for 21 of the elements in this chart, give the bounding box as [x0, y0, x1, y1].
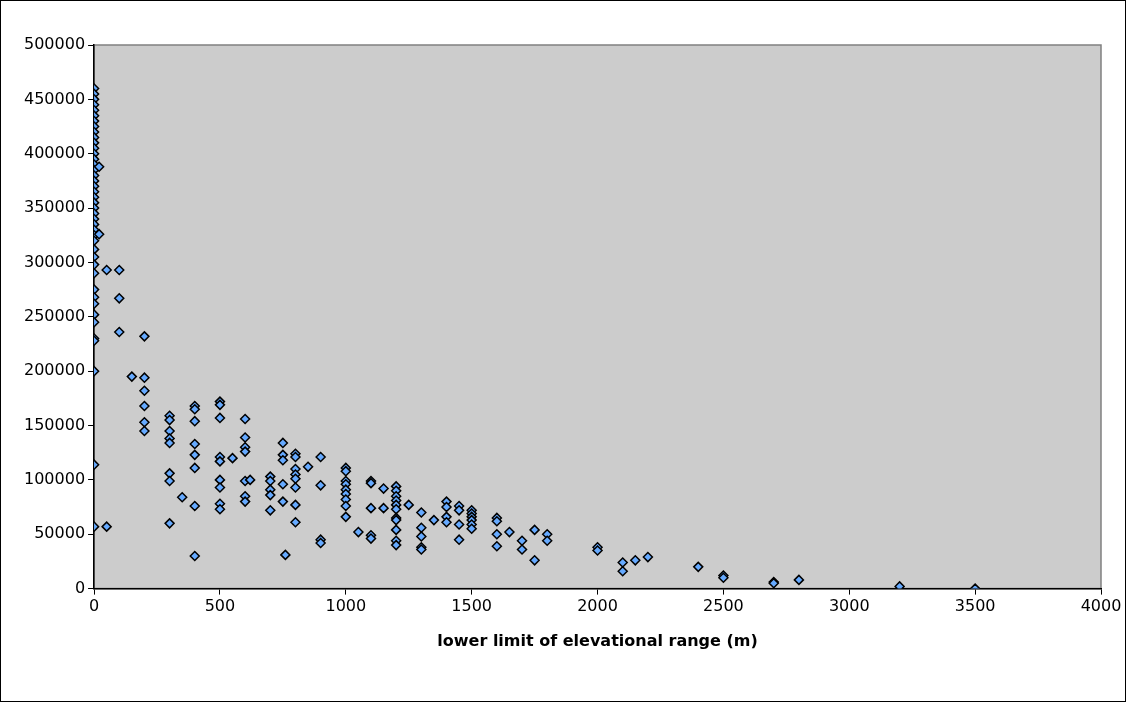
- y-tick-label: 200000: [24, 360, 86, 380]
- x-axis-title: lower limit of elevational range (m): [437, 630, 758, 650]
- x-tick-label: 1500: [451, 596, 493, 616]
- y-tick-label: 450000: [24, 88, 86, 108]
- y-tick-label: 400000: [24, 142, 86, 162]
- x-tick-label: 2000: [577, 596, 618, 616]
- x-tick-label: 500: [204, 596, 236, 616]
- y-tick-label: 500000: [24, 34, 86, 54]
- y-tick-label: 250000: [24, 305, 86, 325]
- y-tick-label: 0: [74, 577, 86, 597]
- y-tick-label: 350000: [24, 197, 86, 217]
- y-tick-label: 100000: [24, 469, 86, 489]
- y-tick-label: 150000: [24, 414, 86, 434]
- x-tick-label: 3000: [828, 596, 870, 616]
- y-tick-label: 300000: [24, 251, 86, 271]
- x-tick-label: 2500: [703, 596, 744, 616]
- x-tick-label: 0: [88, 596, 100, 616]
- x-tick-label: 1000: [325, 596, 367, 616]
- y-tick-label: 50000: [34, 523, 86, 543]
- x-tick-label: 3500: [954, 596, 996, 616]
- x-tick-label: 4000: [1080, 596, 1122, 616]
